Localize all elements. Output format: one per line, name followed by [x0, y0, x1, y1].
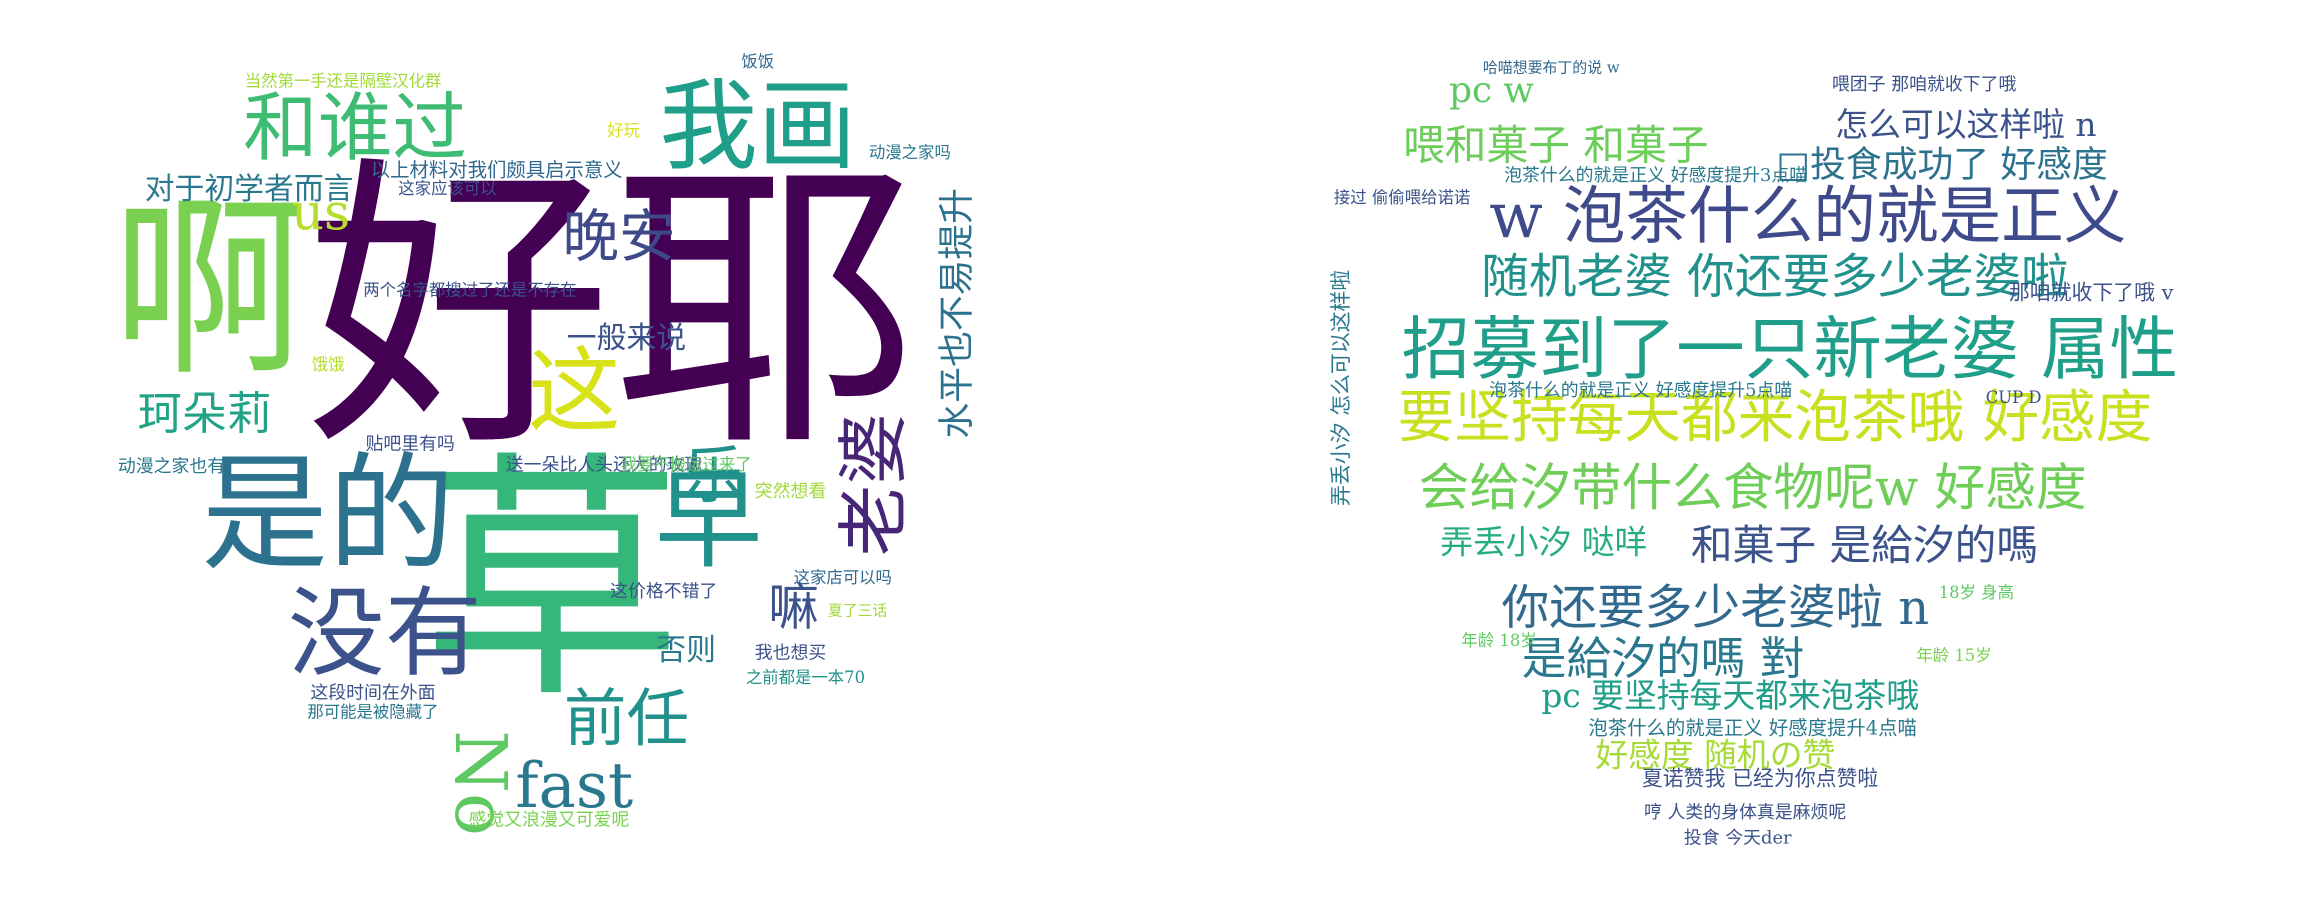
word: 之前都是一本70 — [746, 668, 865, 687]
word: 我要不搬运过来了 — [621, 455, 752, 474]
word: 和谁过 — [243, 85, 467, 172]
word: 没有 — [288, 577, 482, 690]
word: 你还要多少老婆啦 n — [1502, 581, 1930, 636]
word: 会给汐带什么食物呢w 好感度 — [1419, 458, 2087, 517]
word: 草 — [421, 430, 682, 734]
word: us — [291, 182, 350, 241]
word: No — [439, 730, 522, 836]
word: 泡茶什么的就是正义 好感度提升5点喵 — [1489, 380, 1792, 401]
word: 饿饿 — [312, 355, 345, 374]
word: 随机老婆 你还要多少老婆啦 — [1481, 250, 2069, 305]
word: 喂团子 那咱就收下了哦 — [1832, 74, 2017, 95]
word: 饭饭 — [741, 52, 774, 71]
word: 夏了三话 — [828, 602, 888, 620]
word: 早 — [655, 458, 762, 583]
word: 这家店可以吗 — [794, 568, 892, 587]
word: 我也想买 — [755, 642, 827, 663]
word: 以上材料对我们颇具启示意义 — [371, 159, 623, 182]
word: 动漫之家也有 — [118, 456, 225, 477]
word: □投食成功了 好感度 — [1776, 145, 2107, 186]
word: 18岁 身高 — [1939, 583, 2014, 602]
word: 这价格不错了 — [610, 581, 717, 602]
word: 泡茶什么的就是正义 好感度提升4点喵 — [1588, 716, 1917, 739]
word: 好耶 — [306, 132, 918, 488]
word: 我画 — [659, 70, 856, 184]
word: 这段时间在外面 — [310, 683, 435, 704]
word: 投食 今天der — [1684, 827, 1792, 848]
word: 乐 — [682, 439, 745, 512]
word: pc w — [1449, 70, 1534, 111]
word: 水平也不易提升 — [937, 188, 978, 438]
word: pc 要坚持每天都来泡茶哦 — [1541, 677, 1919, 715]
word: 好玩 — [607, 121, 640, 140]
word: 送一朵比人头还大的玫瑰 — [506, 454, 703, 475]
word: CUP D — [1986, 388, 2042, 407]
word: 是給汐的嗎 對 — [1522, 632, 1805, 685]
word: 贴吧里有吗 — [366, 433, 455, 454]
word: 弄丢小汐 怎么可以这样啦 — [1329, 270, 1353, 506]
word: 那可能是被隐藏了 — [307, 702, 438, 721]
word: 否则 — [656, 633, 716, 668]
word: 哼 人类的身体真是麻烦呢 — [1644, 802, 1846, 823]
word: 珂朵莉 — [137, 387, 271, 440]
word: 突然想看 — [755, 481, 827, 502]
word: 泡茶什么的就是正义 好感度提升3点喵 — [1504, 165, 1807, 186]
word: 要坚持每天都来泡茶哦 好感度 — [1398, 385, 2153, 451]
word: 夏诺赞我 已经为你点赞啦 — [1642, 767, 1878, 791]
word: 年龄 18岁 — [1461, 631, 1536, 650]
word: 这家应该可以 — [398, 179, 496, 198]
word: 一般来说 — [567, 321, 686, 356]
word: w 泡茶什么的就是正义 — [1489, 179, 2126, 252]
word: 晚安 — [562, 204, 675, 270]
word: 招募到了一只新老婆 属性 — [1402, 310, 2179, 390]
word: 对于初学者而言 — [145, 172, 354, 207]
word: 是的 — [201, 440, 455, 588]
word: 哈喵想要布丁的说 w — [1483, 59, 1620, 77]
word: 当然第一手还是隔壁汉化群 — [245, 72, 442, 91]
word: 两个名字都搜过了还是不存在 — [363, 280, 576, 299]
word: fast — [515, 749, 633, 822]
word: 啊 — [112, 176, 306, 402]
word: 和菓子 是給汐的嗎 — [1691, 520, 2038, 569]
word: 好感度 随机の赞 — [1595, 737, 1835, 775]
word: 年龄 15岁 — [1916, 646, 1991, 665]
word: 弄丢小汐 哒咩 — [1440, 523, 1647, 561]
word: 嘛 — [768, 578, 819, 637]
word: 喂和菓子 和菓子 — [1403, 121, 1709, 170]
word: 那咱就收下了哦 v — [2009, 280, 2174, 304]
word: 怎么可以这样啦 n — [1835, 106, 2096, 144]
word: 动漫之家吗 — [869, 143, 951, 162]
word: 接过 偷偷喂给诺诺 — [1334, 188, 1470, 207]
word: 老婆 — [833, 413, 916, 556]
word: 这 — [528, 338, 620, 446]
word: 感觉又浪漫又可爱呢 — [468, 809, 629, 830]
word: 前任 — [564, 682, 689, 755]
